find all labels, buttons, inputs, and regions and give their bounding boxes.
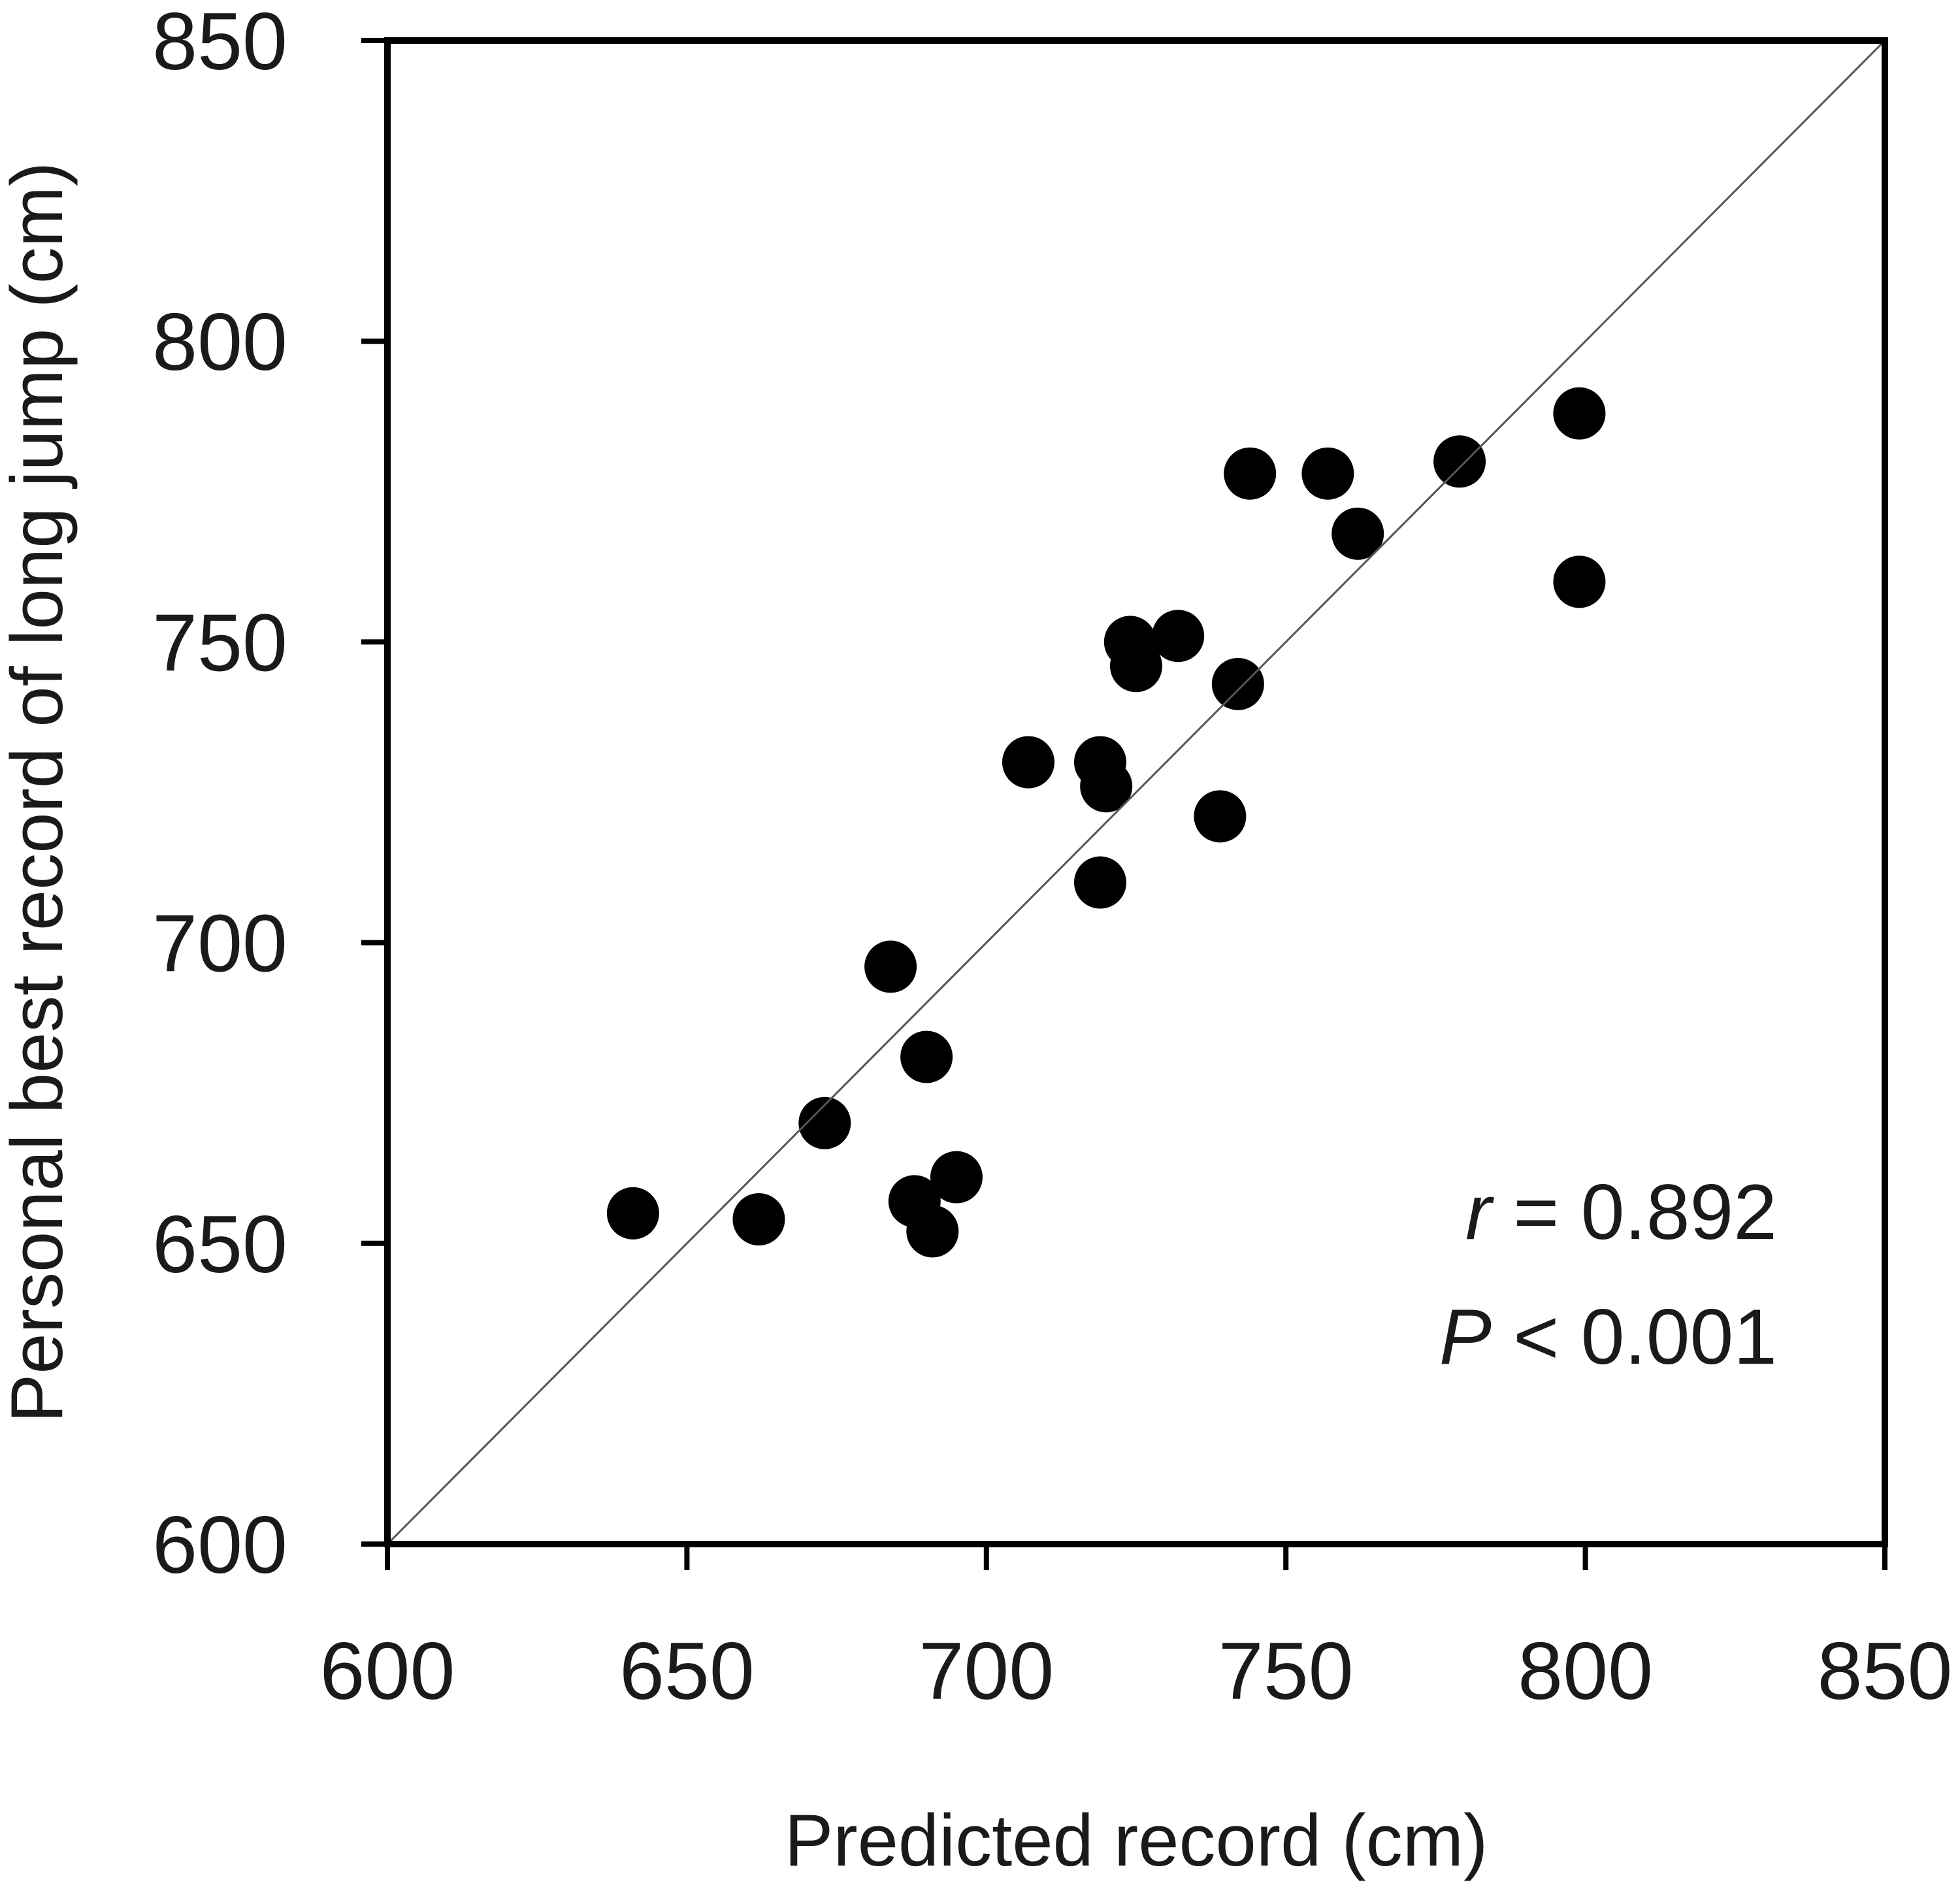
data-point (1073, 856, 1126, 909)
y-tick-label: 650 (152, 1200, 287, 1290)
data-point (864, 940, 917, 993)
x-axis-title: Predicted record (cm) (785, 1800, 1488, 1881)
correlation-value: = 0.892 (1492, 1168, 1777, 1256)
p-value-symbol: P (1439, 1293, 1492, 1381)
x-tick-label: 700 (919, 1626, 1054, 1717)
data-point (732, 1193, 785, 1245)
y-tick-label: 850 (152, 0, 287, 87)
p-value-value: < 0.001 (1492, 1293, 1777, 1381)
x-tick-label: 650 (619, 1626, 755, 1717)
x-tick-label: 850 (1818, 1626, 1953, 1717)
y-axis-ticks: 600 650 700 750 800 850 (152, 0, 387, 1590)
identity-line (386, 39, 1886, 1545)
data-point (1433, 435, 1486, 488)
data-point (1211, 657, 1264, 710)
data-point (1301, 447, 1354, 500)
data-point (1152, 610, 1205, 663)
plot-frame (384, 37, 1888, 1547)
data-point (930, 1151, 983, 1204)
x-tick-label: 600 (320, 1626, 455, 1717)
data-point (798, 1096, 851, 1149)
data-point (1553, 387, 1606, 440)
y-tick-label: 800 (152, 297, 287, 387)
data-point (1080, 760, 1133, 813)
correlation-annotation: r = 0.892 (1465, 1168, 1777, 1256)
data-point (1224, 447, 1277, 500)
data-point (1553, 555, 1606, 608)
x-tick-label: 800 (1518, 1626, 1653, 1717)
correlation-symbol: r (1465, 1168, 1494, 1256)
y-tick-label: 750 (152, 598, 287, 688)
data-point (606, 1187, 659, 1240)
data-points-layer (606, 387, 1606, 1258)
data-point (1194, 790, 1247, 843)
x-tick-label: 750 (1218, 1626, 1354, 1717)
p-value-annotation: P < 0.001 (1439, 1293, 1777, 1381)
x-axis-ticks: 600 650 700 750 800 850 (320, 1544, 1953, 1717)
y-tick-label: 600 (152, 1500, 287, 1590)
y-axis-title: Personal best record of long jump (cm) (0, 162, 78, 1423)
data-point (900, 1030, 953, 1083)
data-point (1110, 640, 1162, 693)
data-point (1331, 507, 1384, 560)
y-tick-label: 700 (152, 899, 287, 989)
data-point (906, 1205, 959, 1258)
data-point (1002, 736, 1054, 789)
